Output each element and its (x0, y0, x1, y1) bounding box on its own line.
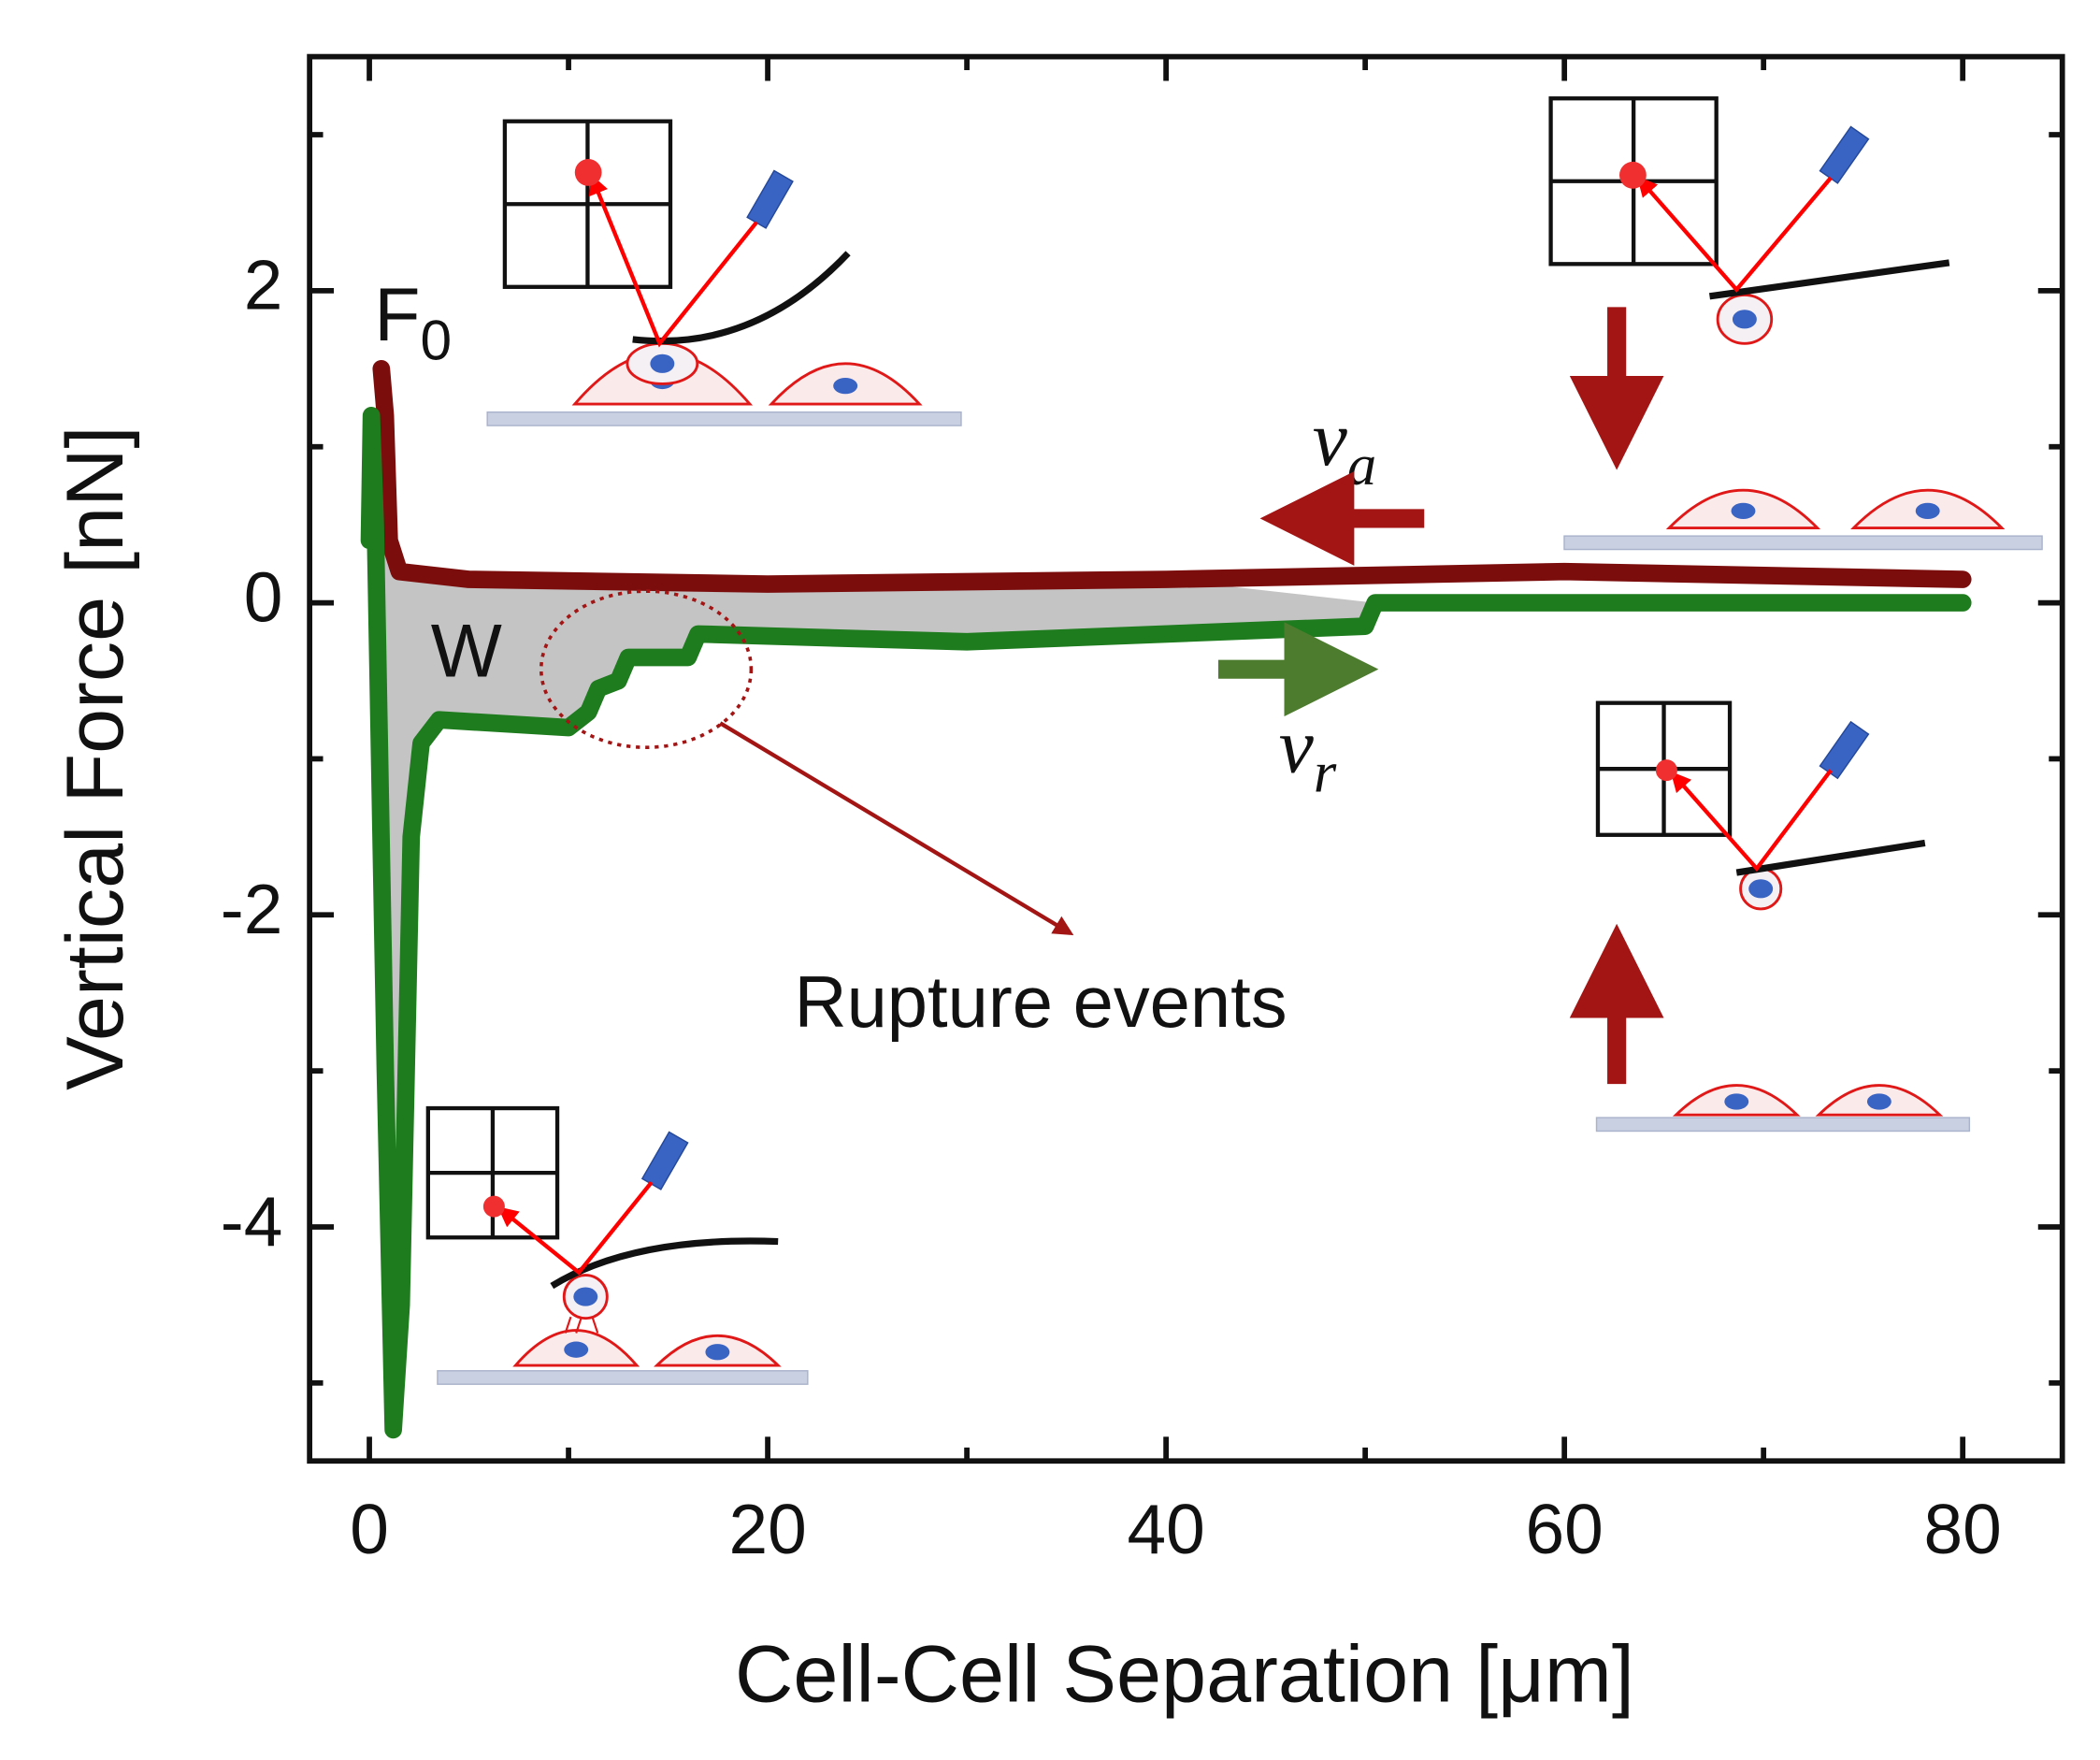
tether (564, 1316, 599, 1334)
force-curve (372, 359, 1972, 593)
nucleus (650, 353, 675, 373)
annotation-subscript: 0 (420, 309, 452, 372)
nucleus (573, 1287, 598, 1306)
x-tick-label: 60 (1526, 1490, 1604, 1568)
annotation: F0 (374, 273, 452, 372)
nucleus (1866, 1093, 1891, 1110)
laser (746, 169, 794, 229)
x-tick-label: 80 (1924, 1490, 2002, 1568)
annotation-text: v (1279, 704, 1315, 790)
nucleus (705, 1344, 730, 1361)
annotation: Rupture events (794, 962, 1287, 1043)
laser-spot (1655, 759, 1677, 782)
nucleus (1748, 879, 1774, 899)
annotation-text: Rupture events (794, 962, 1287, 1043)
nucleus (833, 377, 858, 395)
annotation-subscript: r (1314, 740, 1337, 805)
substrate (1563, 535, 2043, 551)
annotation: W (431, 610, 502, 694)
x-tick-label: 20 (728, 1490, 806, 1568)
laser-spot (574, 159, 602, 186)
annotation-text: F (374, 273, 420, 357)
rupture-pointer (719, 721, 1074, 936)
rupture-ring (539, 589, 754, 749)
annotation-subscript: a (1347, 432, 1376, 498)
work-area (375, 368, 1375, 1430)
laser-beam (588, 174, 758, 348)
cantilever (550, 1237, 779, 1290)
nucleus (564, 1341, 589, 1358)
nucleus (1724, 1093, 1749, 1110)
x-tick-label: 40 (1127, 1490, 1204, 1568)
nucleus (1915, 502, 1940, 520)
y-tick-label: 0 (244, 557, 283, 636)
x-tick-label: 0 (350, 1490, 389, 1568)
laser (1819, 720, 1870, 780)
laser-beam (497, 1180, 654, 1276)
y-tick-label: -2 (221, 870, 283, 948)
x-axis-label: Cell-Cell Separation [μm] (735, 1630, 1634, 1720)
annotation-text: v (1313, 397, 1348, 483)
annotation: vr (1279, 704, 1337, 805)
y-tick-label: -4 (221, 1182, 283, 1261)
laser-beam (1636, 176, 1833, 293)
nucleus (1732, 310, 1757, 329)
laser (640, 1131, 689, 1190)
laser-spot (482, 1195, 505, 1218)
force-curve (360, 406, 1972, 1439)
substrate (1595, 1117, 1971, 1132)
annotation-text: W (431, 610, 502, 694)
nucleus (1731, 502, 1756, 520)
substrate (486, 411, 962, 426)
cantilever (1708, 259, 1950, 300)
substrate (437, 1370, 809, 1385)
laser-beam (1670, 769, 1833, 873)
y-tick-label: 2 (244, 246, 283, 325)
laser (1819, 125, 1870, 184)
cantilever (1735, 839, 1926, 876)
y-axis-label: Vertical Force [nN] (50, 426, 140, 1089)
annotation: va (1313, 397, 1376, 498)
laser-spot (1619, 161, 1647, 189)
